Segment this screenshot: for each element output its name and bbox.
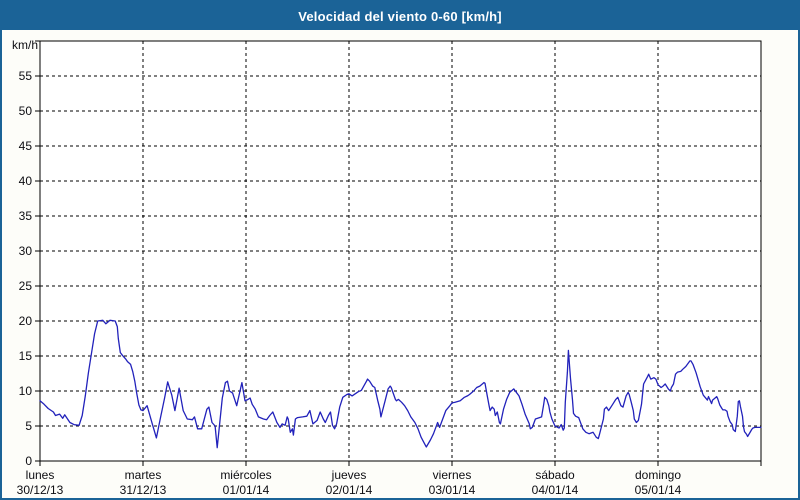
x-date-label: 01/01/14 <box>223 483 270 497</box>
x-date-label: 04/01/14 <box>532 483 579 497</box>
y-tick-label: 10 <box>19 384 33 398</box>
x-date-label: 03/01/14 <box>429 483 476 497</box>
x-date-label: 02/01/14 <box>326 483 373 497</box>
x-day-label: martes <box>125 468 162 482</box>
y-tick-label: 40 <box>19 174 33 188</box>
x-day-label: sábado <box>535 468 575 482</box>
y-tick-label: 35 <box>19 209 33 223</box>
y-tick-label: 25 <box>19 279 33 293</box>
y-tick-label: 20 <box>19 314 33 328</box>
chart-area: 0 5 10 15 20 25 30 35 40 45 50 55 km/h lunes 30/12/13 m… <box>2 30 798 498</box>
y-tick-label: 30 <box>19 244 33 258</box>
y-axis-unit-label: km/h <box>12 38 38 52</box>
x-day-label: lunes <box>26 468 55 482</box>
y-tick-label: 15 <box>19 349 33 363</box>
x-day-label: jueves <box>331 468 367 482</box>
wind-speed-line <box>39 319 762 449</box>
plot-border <box>39 40 762 462</box>
window-title: Velocidad del viento 0-60 [km/h] <box>298 8 502 24</box>
y-tick-label: 55 <box>19 69 33 83</box>
x-day-label: viernes <box>433 468 472 482</box>
title-bar: Velocidad del viento 0-60 [km/h] <box>2 2 798 30</box>
x-date-label: 30/12/13 <box>17 483 64 497</box>
x-day-label: miércoles <box>220 468 271 482</box>
y-tick-label: 5 <box>25 419 32 433</box>
y-tick-label: 0 <box>25 454 32 468</box>
x-date-label: 31/12/13 <box>120 483 167 497</box>
x-date-label: 05/01/14 <box>635 483 682 497</box>
y-tick-label: 50 <box>19 104 33 118</box>
y-tick-label: 45 <box>19 139 33 153</box>
x-day-label: domingo <box>635 468 681 482</box>
